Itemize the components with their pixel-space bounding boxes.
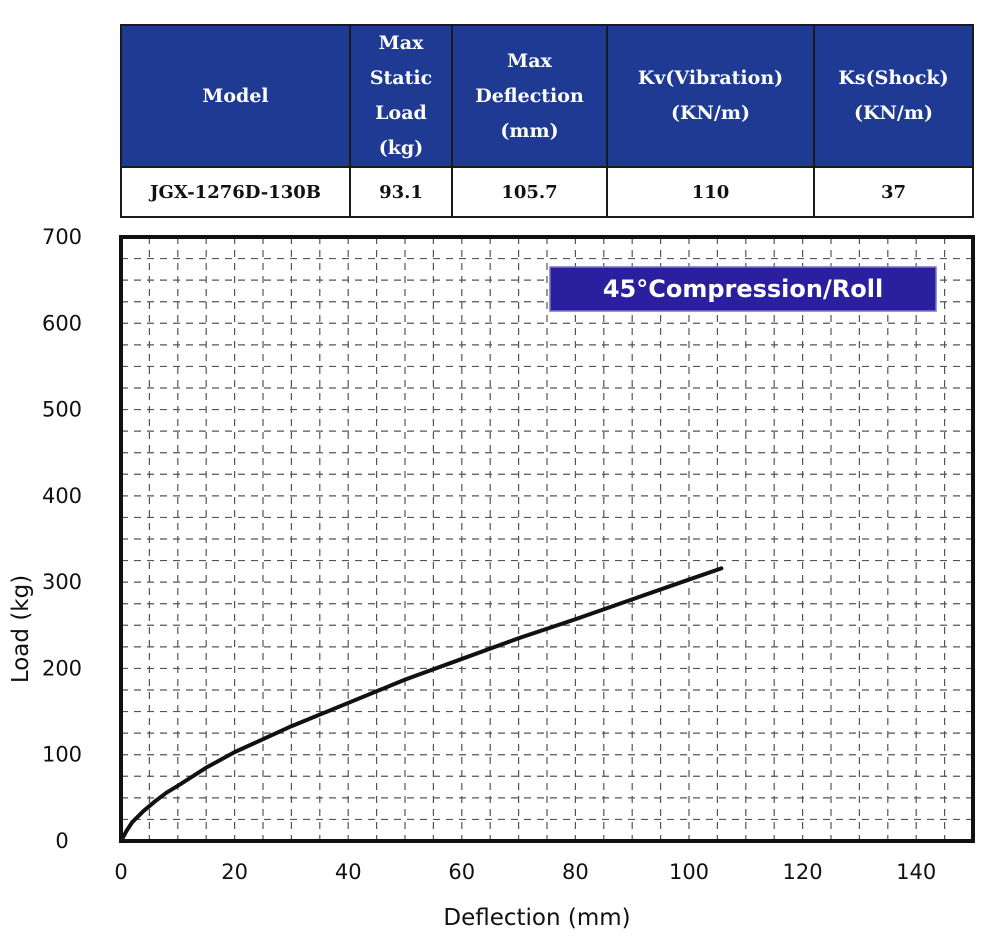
header-kv-vibration: Kv(Vibration) (KN/m) xyxy=(606,24,815,168)
header-line: (mm) xyxy=(500,119,559,142)
y-tick-label: 300 xyxy=(42,570,82,594)
header-line: (KN/m) xyxy=(854,102,933,124)
y-tick-labels: 0 100 200 300 400 500 600 700 xyxy=(42,225,82,853)
title-badge-background xyxy=(549,266,937,312)
y-tick-label: 100 xyxy=(42,743,82,767)
header-model: Model xyxy=(120,24,351,168)
table-row: JGX-1276D-130B 93.1 105.7 110 37 xyxy=(120,166,974,218)
header-line: Static xyxy=(369,67,433,89)
header-model-line: Model xyxy=(202,84,269,107)
x-tick-labels: 0 20 40 60 80 100 120 140 xyxy=(114,860,936,884)
header-line: Max xyxy=(378,32,424,54)
cell-model: JGX-1276D-130B xyxy=(120,166,351,218)
x-tick-label: 80 xyxy=(562,860,589,884)
cell-max-deflection: 105.7 xyxy=(451,166,608,218)
spec-table: Model Max Static Load (kg) Max Deflectio… xyxy=(120,24,974,218)
y-tick-label: 0 xyxy=(55,829,68,853)
x-axis-label: Deflection (mm) xyxy=(443,905,630,931)
cell-kv: 110 xyxy=(606,166,815,218)
y-tick-label: 200 xyxy=(42,656,82,680)
series-layer xyxy=(119,566,724,843)
grid xyxy=(121,237,973,841)
y-tick-label: 700 xyxy=(42,225,82,249)
cell-ks: 37 xyxy=(813,166,974,218)
x-tick-label: 20 xyxy=(221,860,248,884)
header-line: Deflection xyxy=(475,84,584,107)
title-badge: 45°Compression/Roll xyxy=(549,266,937,312)
header-ks-shock: Ks(Shock) (KN/m) xyxy=(813,24,974,168)
header-line: Kv(Vibration) xyxy=(637,67,784,89)
load-deflection-chart: 45°Compression/Roll 01002003004005006007… xyxy=(8,225,975,931)
header-max-deflection: Max Deflection (mm) xyxy=(451,24,608,168)
y-axis-label: Load (kg) xyxy=(8,575,34,683)
x-tick-label: 120 xyxy=(783,860,823,884)
header-line: Ks(Shock) xyxy=(838,67,949,89)
header-line: Load xyxy=(375,102,427,124)
x-tick-label: 100 xyxy=(669,860,709,884)
header-max-static-load: Max Static Load (kg) xyxy=(349,24,453,168)
plot-frame xyxy=(119,235,975,843)
x-tick-label: 40 xyxy=(335,860,362,884)
y-tick-label: 400 xyxy=(42,484,82,508)
x-tick-label: 140 xyxy=(896,860,936,884)
x-tick-label: 0 xyxy=(114,860,127,884)
y-tick-label: 600 xyxy=(42,311,82,335)
series-line xyxy=(119,566,724,843)
header-line: (kg) xyxy=(378,137,424,159)
chart-title: 45°Compression/Roll xyxy=(603,275,883,303)
header-line: Max xyxy=(507,49,552,72)
y-tick-label: 500 xyxy=(42,398,82,422)
header-line: (KN/m) xyxy=(671,102,750,124)
x-tick-label: 60 xyxy=(448,860,475,884)
spec-table-header-row: Model Max Static Load (kg) Max Deflectio… xyxy=(120,24,974,168)
cell-max-static-load: 93.1 xyxy=(349,166,453,218)
